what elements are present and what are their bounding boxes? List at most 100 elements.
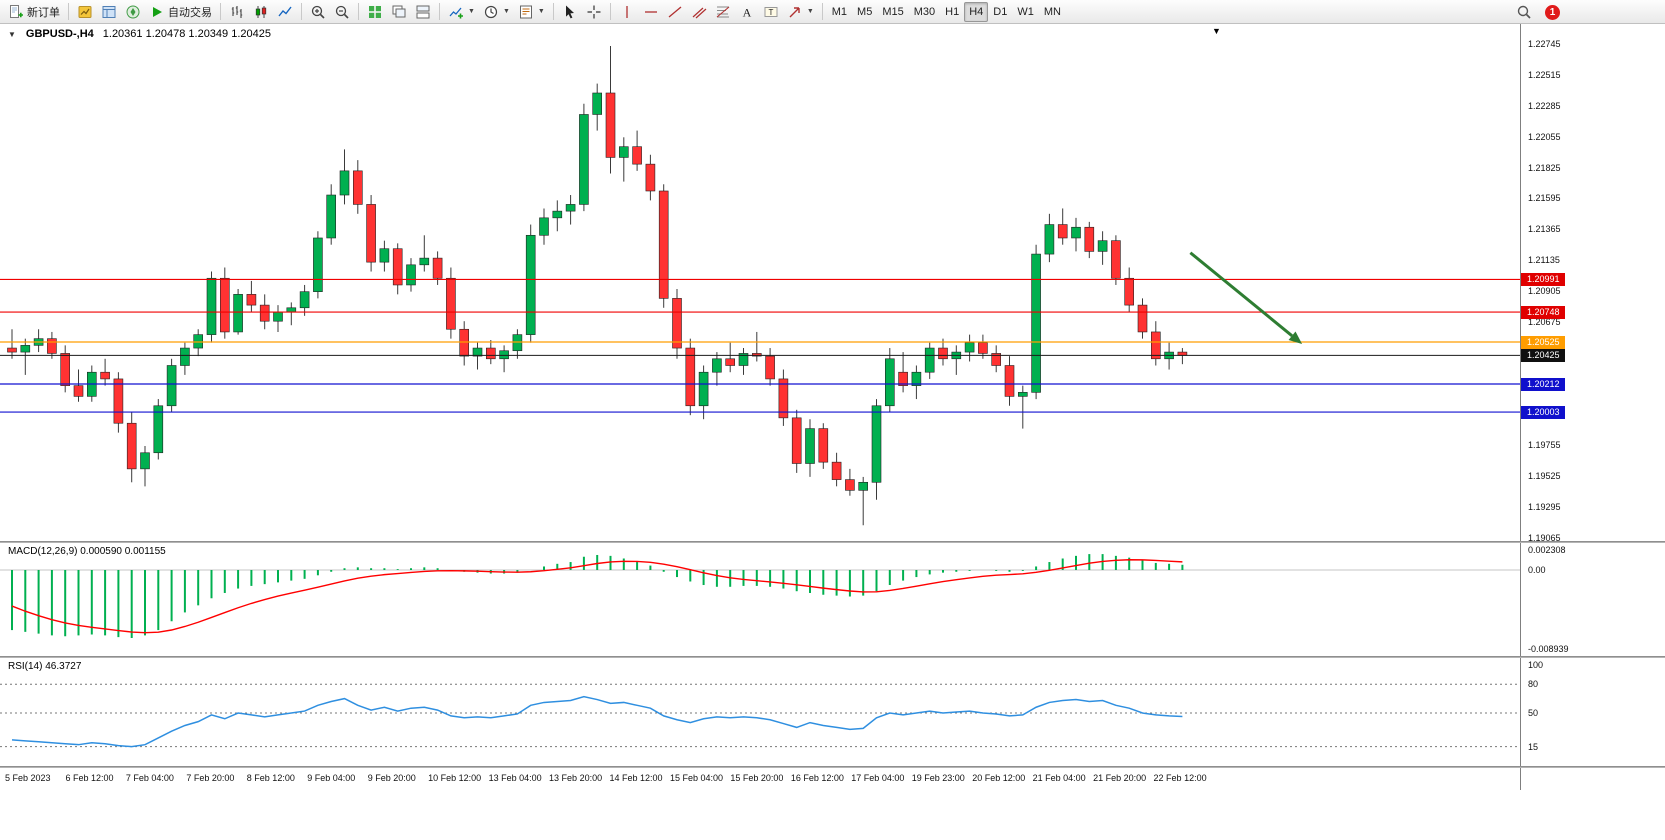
fibonacci-icon: [716, 6, 730, 17]
arrow-tool-icon: [789, 6, 800, 17]
bar-chart-button[interactable]: [225, 2, 249, 22]
timeframe-d1-button[interactable]: D1: [988, 2, 1012, 22]
chart-shift-icon[interactable]: ▼: [1212, 26, 1221, 36]
data-window-button[interactable]: [97, 2, 121, 22]
indicators-button[interactable]: ▼: [444, 2, 479, 22]
chart-title: ▼ GBPUSD-,H4 1.20361 1.20478 1.20349 1.2…: [8, 28, 271, 40]
cursor-icon: [565, 5, 574, 18]
price-line-label: 1.20991: [1521, 272, 1565, 286]
cascade-windows-button[interactable]: [387, 2, 411, 22]
dropdown-caret-icon: ▼: [537, 8, 545, 15]
navigator-button[interactable]: [121, 2, 145, 22]
arrange-windows-icon: [416, 5, 430, 18]
zoom-out-button[interactable]: [330, 2, 354, 22]
time-axis-label: 13 Feb 20:00: [549, 773, 603, 783]
chart-symbol-period: GBPUSD-,H4: [25, 28, 94, 40]
tile-windows-icon: [369, 5, 381, 18]
time-axis-label: 22 Feb 12:00: [1153, 773, 1207, 783]
timeframe-m15-button[interactable]: M15: [877, 2, 908, 22]
rsi-line: [11, 695, 1183, 748]
arrows-button[interactable]: ▼: [783, 2, 818, 22]
trendline-icon: [668, 6, 682, 17]
time-axis-label: 5 Feb 2023: [5, 773, 51, 783]
candlestick-button[interactable]: [249, 2, 273, 22]
timeframe-m1-button[interactable]: M1: [827, 2, 852, 22]
time-axis-label: 10 Feb 12:00: [428, 773, 482, 783]
notification-badge[interactable]: 1: [1545, 4, 1560, 20]
text-label-button[interactable]: T: [759, 2, 783, 22]
cursor-button[interactable]: [558, 2, 582, 22]
macd-signal-line: [11, 559, 1183, 634]
price-line-label: 1.20525: [1521, 335, 1565, 349]
time-axis-label: 9 Feb 20:00: [367, 773, 416, 783]
candles-layer: [7, 46, 1188, 526]
time-axis-label: 16 Feb 12:00: [790, 773, 844, 783]
chart-menu-icon[interactable]: ▼: [8, 29, 16, 39]
time-axis-label: 15 Feb 04:00: [669, 773, 723, 783]
time-axis-label: 7 Feb 20:00: [186, 773, 235, 783]
arrange-windows-button[interactable]: [411, 2, 435, 22]
candlestick-icon: [255, 5, 267, 18]
autotrading-button[interactable]: 自动交易: [145, 2, 216, 22]
toolbar: 新订单 自动交易: [0, 0, 1665, 24]
fibonacci-button[interactable]: [711, 2, 735, 22]
navigator-icon: [126, 5, 140, 18]
timeframe-h4-button[interactable]: H4: [964, 1, 989, 22]
market-watch-button[interactable]: [73, 2, 97, 22]
search-icon[interactable]: [1516, 4, 1532, 20]
timeframe-h1-button[interactable]: H1: [940, 2, 964, 22]
axis-tick-label: 1.21595: [1528, 193, 1561, 204]
time-axis-label: 9 Feb 04:00: [307, 773, 356, 783]
line-chart-button[interactable]: [273, 2, 297, 22]
new-order-icon: [10, 4, 23, 18]
time-axis-label: 7 Feb 04:00: [125, 773, 174, 783]
time-axis-label: 14 Feb 12:00: [609, 773, 663, 783]
axis-tick-label: 1.21825: [1528, 162, 1561, 173]
dropdown-caret-icon: ▼: [806, 8, 814, 15]
macd-pane[interactable]: [0, 543, 1520, 656]
channel-button[interactable]: [687, 2, 711, 22]
new-order-button[interactable]: 新订单: [4, 2, 64, 22]
bar-chart-icon: [231, 5, 243, 18]
toolbar-divider: [358, 3, 359, 20]
rsi-pane[interactable]: [0, 658, 1520, 766]
cascade-windows-icon: [392, 5, 406, 17]
arrow-annotation[interactable]: [1189, 251, 1303, 345]
dropdown-caret-icon: ▼: [468, 8, 475, 15]
horizontal-line-button[interactable]: [639, 2, 663, 22]
timeframe-m5-button[interactable]: M5: [852, 2, 877, 22]
timeframe-mn-button[interactable]: MN: [1039, 2, 1066, 22]
price-axis[interactable]: 1.22745 1.22515 1.22285 1.22055 1.21825 1.215…: [1520, 24, 1665, 790]
bid-price-label: 1.20425: [1521, 348, 1565, 362]
templates-button[interactable]: ▼: [514, 2, 549, 22]
chart-ohlc-values: 1.20361 1.20478 1.20349 1.20425: [102, 28, 271, 40]
axis-tick-label: 1.22285: [1528, 100, 1561, 111]
time-axis-label: 13 Feb 04:00: [488, 773, 542, 783]
template-icon: [519, 5, 532, 18]
horizontal-line-objects[interactable]: [0, 278, 1520, 413]
axis-tick-label: 1.21365: [1528, 224, 1561, 235]
pane-divider[interactable]: [0, 656, 1665, 658]
toolbar-divider: [609, 3, 611, 20]
tile-windows-button[interactable]: [363, 2, 387, 22]
periods-button[interactable]: ▼: [479, 2, 514, 22]
timeframe-w1-button[interactable]: W1: [1012, 2, 1039, 22]
vertical-line-button[interactable]: [615, 2, 639, 22]
timeframe-m30-button[interactable]: M30: [909, 2, 940, 22]
zoom-in-button[interactable]: [306, 2, 330, 22]
trendline-button[interactable]: [663, 2, 687, 22]
pane-divider[interactable]: [0, 541, 1665, 543]
dropdown-caret-icon: ▼: [502, 8, 510, 15]
axis-tick-label: 1.21135: [1528, 255, 1560, 266]
axis-tick-label: 1.19755: [1528, 440, 1561, 451]
text-button[interactable]: A: [735, 2, 759, 22]
time-axis[interactable]: 5 Feb 2023 6 Feb 12:00 7 Feb 04:00 7 Feb 20…: [0, 768, 1520, 788]
axis-tick-label: 1.22745: [1528, 39, 1561, 49]
axis-tick-label: -0.008939: [1528, 643, 1569, 654]
axis-tick-label: 1.19525: [1528, 471, 1561, 482]
macd-indicator-label: MACD(12,26,9) 0.000590 0.001155: [8, 546, 166, 557]
main-chart-pane[interactable]: [0, 24, 1520, 541]
crosshair-button[interactable]: [582, 2, 606, 22]
time-axis-label: 21 Feb 04:00: [1032, 773, 1086, 783]
